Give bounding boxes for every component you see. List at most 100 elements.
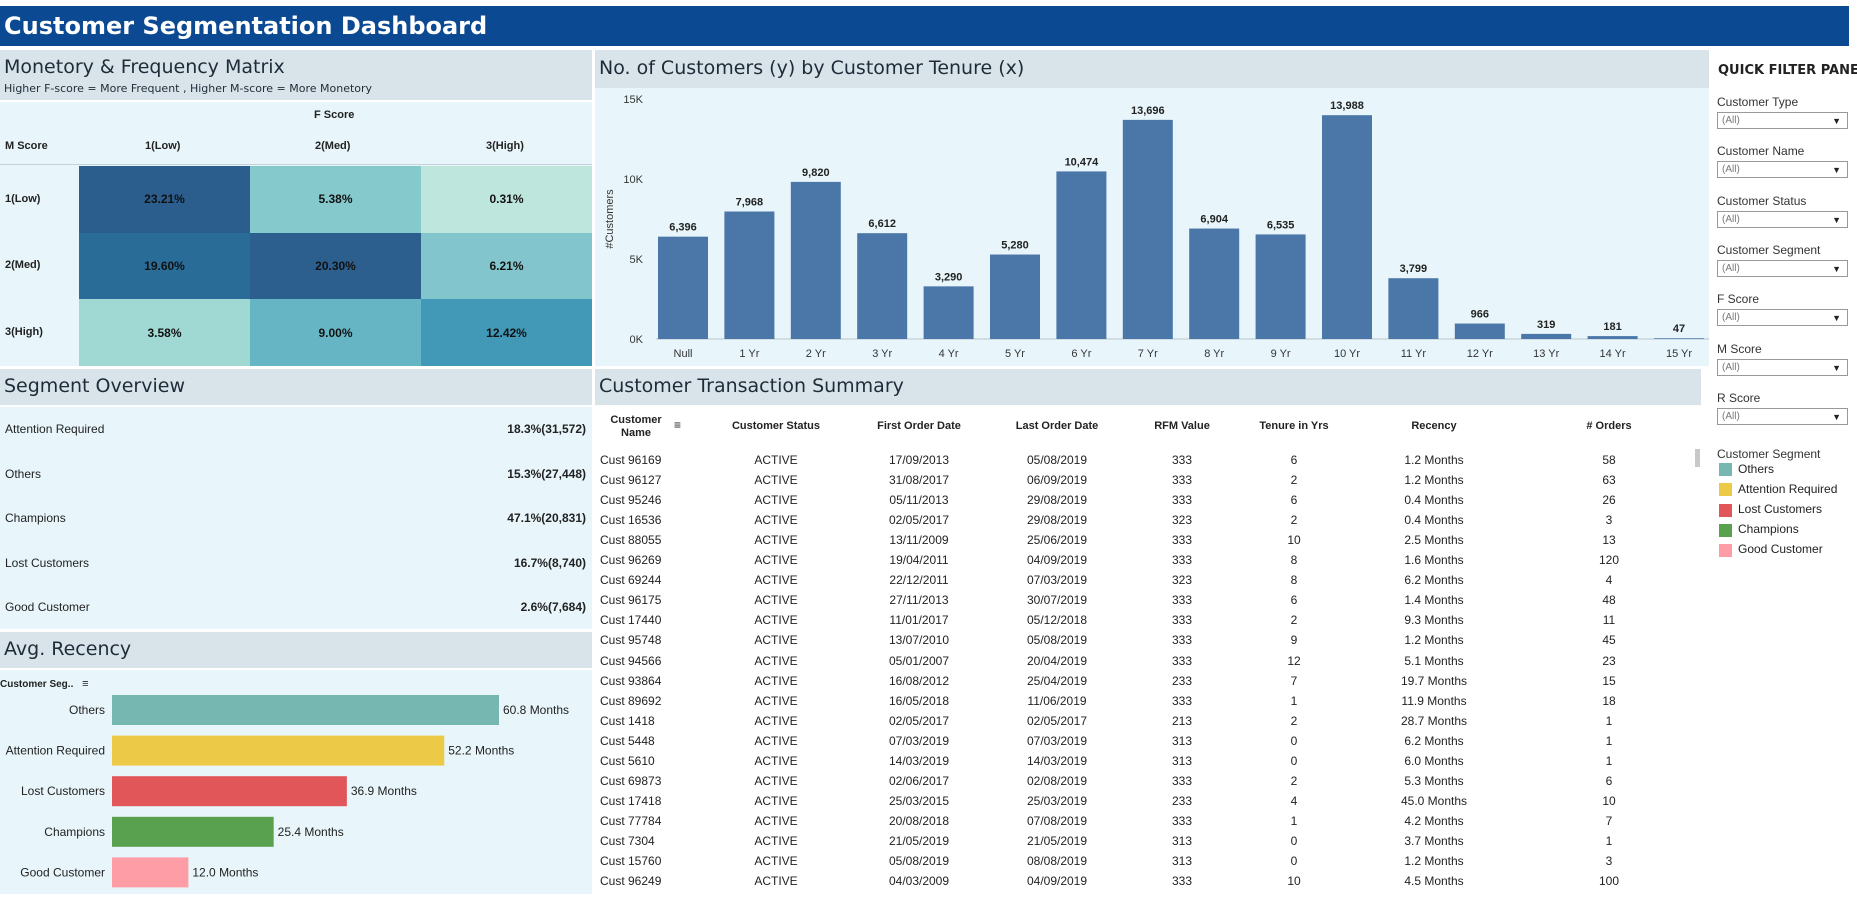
table-cell: Cust 96175: [600, 593, 662, 608]
column-header[interactable]: # Orders: [1586, 420, 1632, 432]
segment-row[interactable]: Lost Customers 16.7%(8,740): [0, 541, 590, 585]
table-row[interactable]: Cust 93864 ACTIVE 16/08/2012 25/04/2019 233 7…: [595, 672, 1693, 692]
table-row[interactable]: Cust 17440 ACTIVE 11/01/2017 05/12/2018 333 2…: [595, 611, 1693, 631]
bar-data-label: 13,696: [1131, 105, 1165, 117]
table-cell: 3: [1605, 854, 1613, 868]
tenure-bar[interactable]: [1388, 278, 1439, 339]
scrollbar-thumb[interactable]: [1695, 449, 1700, 467]
tenure-bar[interactable]: [1521, 333, 1572, 339]
column-header[interactable]: Recency: [1411, 420, 1457, 432]
legend-item[interactable]: Others: [1719, 462, 1774, 478]
table-row[interactable]: Cust 96269 ACTIVE 19/04/2011 04/09/2019 333 8…: [595, 551, 1693, 571]
table-cell: Cust 93864: [600, 673, 662, 688]
table-row[interactable]: Cust 7304 ACTIVE 21/05/2019 21/05/2019 313 0 3…: [595, 832, 1693, 852]
segment-row[interactable]: Others 15.3%(27,448): [0, 452, 590, 496]
segment-row[interactable]: Attention Required 18.3%(31,572): [0, 407, 590, 451]
tenure-bar[interactable]: [1654, 338, 1704, 339]
filter-dropdown[interactable]: (All) ▼: [1717, 309, 1848, 327]
chevron-down-icon[interactable]: ▼: [1832, 214, 1841, 225]
tenure-bar[interactable]: [1255, 234, 1306, 339]
matrix-cell[interactable]: 20.30%: [250, 232, 421, 300]
matrix-cell[interactable]: 6.21%: [421, 232, 592, 300]
table-row[interactable]: Cust 96249 ACTIVE 04/03/2009 04/09/2019 333 1…: [595, 872, 1693, 892]
table-row[interactable]: Cust 77784 ACTIVE 20/08/2018 07/08/2019 333 1…: [595, 812, 1693, 832]
filter-dropdown[interactable]: (All) ▼: [1717, 161, 1848, 179]
chevron-down-icon[interactable]: ▼: [1832, 263, 1841, 274]
tenure-bar[interactable]: [724, 211, 775, 339]
chevron-down-icon[interactable]: ▼: [1832, 313, 1841, 324]
chevron-down-icon[interactable]: ▼: [1832, 165, 1841, 176]
table-row[interactable]: Cust 69873 ACTIVE 02/06/2017 02/08/2019 333 2…: [595, 772, 1693, 792]
table-row[interactable]: Cust 88055 ACTIVE 13/11/2009 25/06/2019 333 1…: [595, 531, 1693, 551]
matrix-cell[interactable]: 12.42%: [421, 299, 592, 367]
tenure-bar[interactable]: [1122, 119, 1173, 339]
matrix-cell[interactable]: 23.21%: [79, 166, 250, 233]
tenure-bar[interactable]: [790, 181, 841, 339]
chevron-down-icon[interactable]: ▼: [1832, 116, 1841, 126]
tenure-bar[interactable]: [1587, 336, 1638, 339]
table-cell: ACTIVE: [754, 533, 798, 548]
table-cell: 30/07/2019: [1026, 593, 1088, 608]
table-row[interactable]: Cust 1418 ACTIVE 02/05/2017 02/05/2017 213 2 2…: [595, 712, 1693, 732]
tenure-bar[interactable]: [857, 233, 908, 339]
tenure-bar[interactable]: [1056, 171, 1107, 339]
table-row[interactable]: Cust 89692 ACTIVE 16/05/2018 11/06/2019 333 1…: [595, 692, 1693, 712]
filter-dropdown[interactable]: (All) ▼: [1717, 407, 1848, 425]
filter-dropdown[interactable]: (All) ▼: [1717, 259, 1848, 277]
tenure-bar[interactable]: [658, 236, 708, 339]
recency-bar[interactable]: [112, 857, 189, 888]
table-row[interactable]: Cust 16536 ACTIVE 02/05/2017 29/08/2019 323 2…: [595, 511, 1693, 531]
legend-item[interactable]: Lost Customers: [1719, 502, 1822, 518]
matrix-cell[interactable]: 5.38%: [250, 166, 421, 233]
table-cell: ACTIVE: [754, 753, 798, 768]
segment-row[interactable]: Champions 47.1%(20,831): [0, 496, 590, 540]
table-row[interactable]: Cust 5610 ACTIVE 14/03/2019 14/03/2019 313 0 6…: [595, 752, 1693, 772]
table-row[interactable]: Cust 95246 ACTIVE 05/11/2013 29/08/2019 333 6…: [595, 491, 1693, 511]
bar-data-label: 181: [1603, 321, 1621, 333]
legend-item[interactable]: Attention Required: [1719, 482, 1837, 498]
table-row[interactable]: Cust 96127 ACTIVE 31/08/2017 06/09/2019 333 2…: [595, 471, 1693, 491]
table-cell: 48: [1602, 593, 1616, 608]
table-row[interactable]: Cust 96169 ACTIVE 17/09/2013 05/08/2019 333 6…: [595, 451, 1693, 471]
filter-dropdown[interactable]: (All) ▼: [1717, 112, 1848, 129]
chevron-down-icon[interactable]: ▼: [1832, 362, 1841, 373]
recency-bar[interactable]: [112, 776, 347, 807]
recency-axis-header[interactable]: Customer Seg.. ≡: [0, 678, 89, 690]
tenure-bar[interactable]: [923, 286, 974, 339]
legend-item[interactable]: Champions: [1719, 522, 1799, 538]
tenure-bar[interactable]: [990, 254, 1040, 339]
matrix-cell[interactable]: 19.60%: [79, 232, 250, 300]
legend-item[interactable]: Good Customer: [1719, 542, 1823, 558]
table-row[interactable]: Cust 95748 ACTIVE 13/07/2010 05/08/2019 333 9…: [595, 631, 1693, 651]
column-header[interactable]: First Order Date: [877, 420, 961, 432]
tenure-bar[interactable]: [1454, 323, 1505, 339]
table-row[interactable]: Cust 15760 ACTIVE 05/08/2019 08/08/2019 313 0…: [595, 852, 1693, 872]
table-row[interactable]: Cust 94566 ACTIVE 05/01/2007 20/04/2019 333 1…: [595, 652, 1693, 672]
table-row[interactable]: Cust 5448 ACTIVE 07/03/2019 07/03/2019 313 0 6…: [595, 732, 1693, 752]
sort-icon[interactable]: ≡: [82, 678, 89, 690]
recency-bar[interactable]: [112, 816, 274, 847]
tenure-bar[interactable]: [1189, 228, 1240, 339]
y-tick-label: 0K: [630, 334, 644, 346]
chevron-down-icon[interactable]: ▼: [1832, 411, 1841, 422]
table-row[interactable]: Cust 96175 ACTIVE 27/11/2013 30/07/2019 333 6…: [595, 591, 1693, 611]
sort-icon[interactable]: ≡: [674, 418, 682, 432]
column-header[interactable]: Tenure in Yrs: [1259, 420, 1329, 432]
tenure-bar[interactable]: [1322, 115, 1372, 339]
filter-dropdown[interactable]: (All) ▼: [1717, 358, 1848, 376]
matrix-cell[interactable]: 9.00%: [250, 299, 421, 367]
table-row[interactable]: Cust 17418 ACTIVE 25/03/2015 25/03/2019 233 4…: [595, 792, 1693, 812]
segment-row[interactable]: Good Customer 2.6%(7,684): [0, 585, 590, 629]
column-header[interactable]: Customer Name: [610, 414, 662, 439]
filter-dropdown[interactable]: (All) ▼: [1717, 210, 1848, 228]
table-row[interactable]: Cust 69244 ACTIVE 22/12/2011 07/03/2019 323 8…: [595, 571, 1693, 591]
table-cell: 2: [1290, 773, 1298, 788]
quick-filter-title: QUICK FILTER PANE: [1718, 63, 1857, 78]
recency-bar[interactable]: [112, 735, 445, 766]
column-header[interactable]: Last Order Date: [1015, 420, 1099, 432]
recency-bar[interactable]: [112, 695, 499, 725]
matrix-cell[interactable]: 0.31%: [421, 166, 592, 233]
matrix-cell[interactable]: 3.58%: [79, 299, 250, 367]
column-header[interactable]: Customer Status: [731, 420, 821, 432]
column-header[interactable]: RFM Value: [1154, 420, 1210, 432]
